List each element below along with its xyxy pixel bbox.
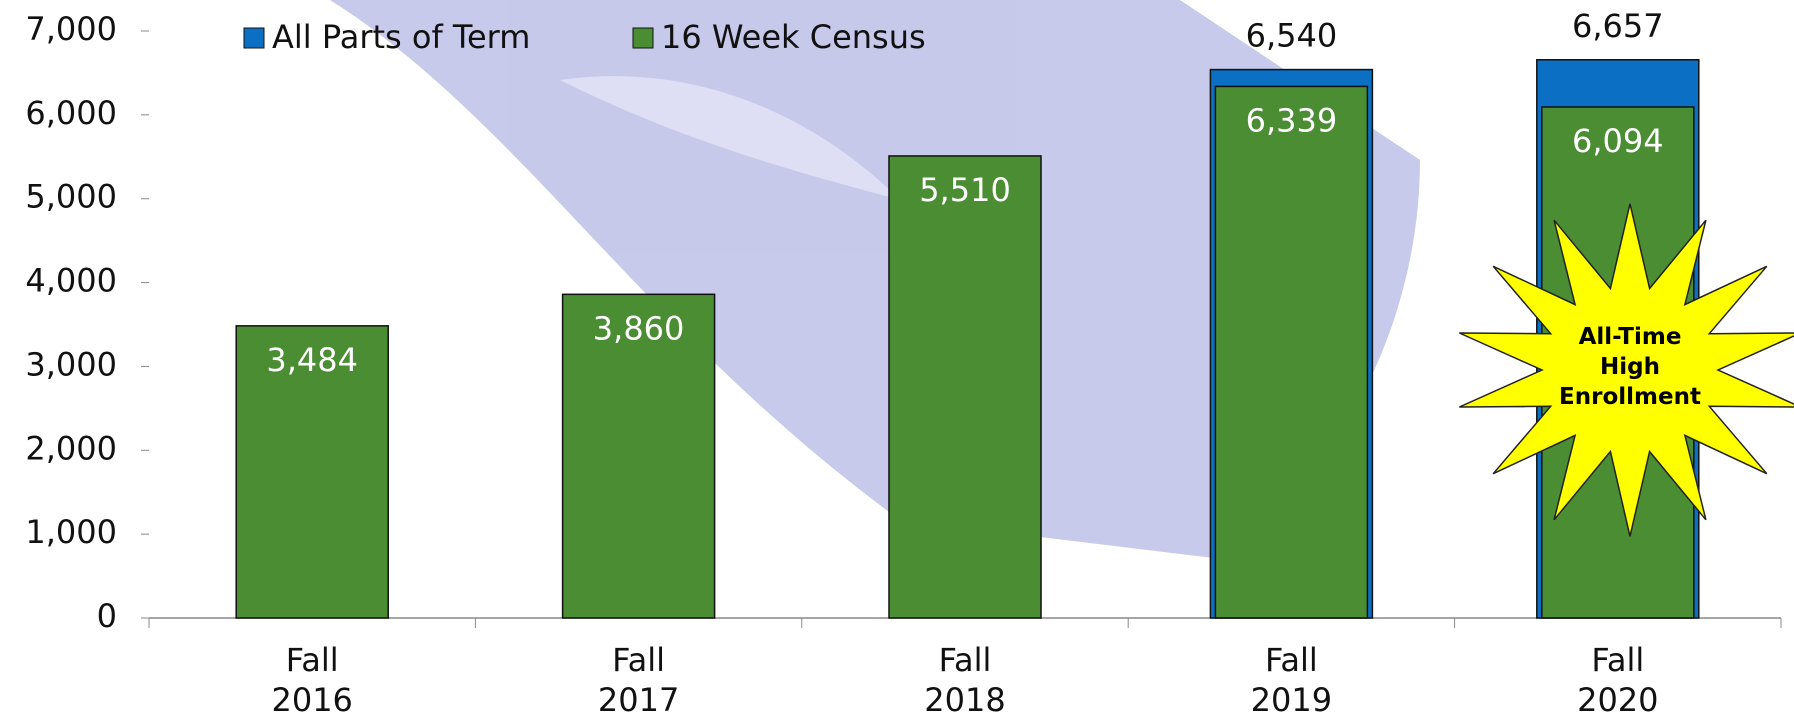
background-art bbox=[330, 0, 1420, 560]
value-label: 3,860 bbox=[593, 309, 685, 347]
value-label: 6,540 bbox=[1246, 17, 1338, 55]
x-tick-label: Fall 2020 bbox=[1577, 641, 1659, 719]
x-tick-label: Fall 2017 bbox=[597, 641, 680, 719]
bar bbox=[888, 155, 1042, 619]
annotation: All-Time High Enrollment bbox=[1559, 324, 1701, 410]
y-tick-label: 7,000 bbox=[25, 10, 117, 48]
y-tick-label: 3,000 bbox=[25, 345, 117, 383]
star-burst bbox=[1459, 203, 1794, 537]
value-label: 6,094 bbox=[1572, 122, 1664, 160]
y-tick-label: 6,000 bbox=[25, 94, 117, 132]
legend-label: All Parts of Term bbox=[272, 18, 530, 56]
value-label: 3,484 bbox=[266, 341, 358, 379]
y-tick-label: 2,000 bbox=[25, 429, 117, 467]
legend-swatch bbox=[632, 27, 654, 49]
bar bbox=[235, 325, 389, 619]
bar bbox=[1214, 85, 1369, 619]
value-label: 5,510 bbox=[919, 171, 1011, 209]
legend-swatch bbox=[243, 27, 265, 49]
x-tick-label: Fall 2018 bbox=[924, 641, 1006, 719]
y-tick-label: 4,000 bbox=[25, 262, 117, 300]
bar bbox=[561, 293, 716, 619]
x-tick-label: Fall 2019 bbox=[1250, 641, 1333, 719]
value-label: 6,339 bbox=[1246, 101, 1338, 139]
legend-label: 16 Week Census bbox=[661, 18, 926, 56]
y-tick-label: 0 bbox=[97, 597, 117, 635]
value-label: 6,657 bbox=[1572, 7, 1664, 45]
y-tick-label: 1,000 bbox=[25, 513, 117, 551]
x-tick-label: Fall 2016 bbox=[271, 641, 353, 719]
y-tick-label: 5,000 bbox=[25, 178, 117, 216]
